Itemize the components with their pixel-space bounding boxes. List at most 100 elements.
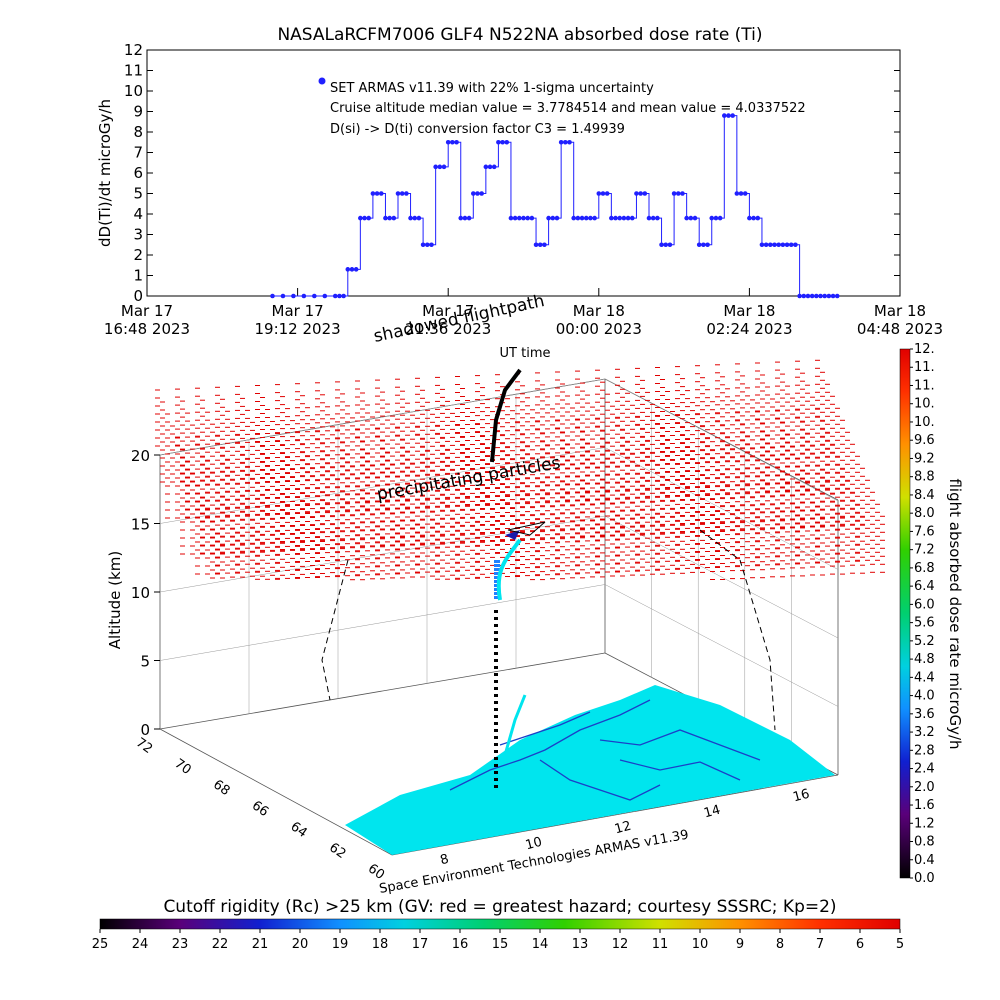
dose-data-point xyxy=(429,242,434,248)
dose-data-point xyxy=(491,164,497,170)
dose-data-point xyxy=(508,215,514,221)
dose-data-point xyxy=(558,139,564,145)
figure-title: NASALaRCFM7006 GLF4 N522NA absorbed dose… xyxy=(277,25,762,45)
dose-data-point xyxy=(613,215,618,221)
dose-data-point xyxy=(701,242,706,248)
dose-data-point xyxy=(734,191,740,196)
dose-data-point xyxy=(512,215,518,221)
dose-data-point xyxy=(751,215,756,221)
dose-data-point xyxy=(671,191,677,196)
dose-y-tick-label: 3 xyxy=(133,226,143,244)
dose-data-point xyxy=(345,267,351,272)
dose-data-point xyxy=(592,215,597,221)
grid-line xyxy=(604,378,839,502)
dose-data-point xyxy=(374,191,380,196)
dose-data-point xyxy=(604,191,610,196)
dose-data-point xyxy=(462,215,468,221)
dose-data-point xyxy=(822,293,827,299)
dose-data-point xyxy=(759,242,765,248)
dose-data-point xyxy=(349,267,355,272)
dose-data-point xyxy=(521,215,526,221)
dose-data-point xyxy=(378,191,384,196)
dose-data-point xyxy=(471,191,476,196)
dose-data-point xyxy=(546,215,551,221)
dose-data-point xyxy=(437,164,443,170)
dose-data-point xyxy=(814,293,819,299)
dose-data-point xyxy=(424,242,430,248)
legend-line-2: Cruise altitude median value = 3.7784514… xyxy=(330,101,806,116)
dose-data-point xyxy=(722,113,727,118)
dose-data-point xyxy=(433,164,438,170)
dose-data-point xyxy=(579,215,585,221)
dose-y-tick-label: 8 xyxy=(133,123,143,141)
dose-data-point xyxy=(416,215,422,221)
dose-data-point xyxy=(609,215,614,221)
grid-line xyxy=(159,515,606,593)
dose-data-point xyxy=(312,293,317,299)
dose-data-point xyxy=(563,139,568,145)
dose-y-axis-label: dD(Ti)/dt microGy/h xyxy=(96,99,114,247)
legend-line-3: D(si) -> D(ti) conversion factor C3 = 1.… xyxy=(330,122,625,137)
dose-data-point xyxy=(726,113,731,118)
dose-data-point xyxy=(291,293,296,299)
dose-data-point xyxy=(684,215,689,221)
dose-x-tick-time: 19:12 2023 xyxy=(255,320,341,338)
dose-data-point xyxy=(793,242,798,248)
dose-x-tick-date: Mar 17 xyxy=(272,302,324,320)
dose-data-point xyxy=(705,242,710,248)
dose-data-point xyxy=(575,215,581,221)
dose-data-point xyxy=(550,215,556,221)
dose-y-tick-label: 5 xyxy=(133,185,143,203)
grid-line xyxy=(604,515,839,639)
dose-data-point xyxy=(747,215,752,221)
dose-data-point xyxy=(450,139,455,145)
dose-data-point xyxy=(650,215,656,221)
dose-data-point xyxy=(496,139,501,145)
dose-data-point xyxy=(529,215,535,221)
dose-data-point xyxy=(583,215,589,221)
dose-data-point xyxy=(358,215,363,221)
dose-data-point xyxy=(625,215,631,221)
dose-data-point xyxy=(554,215,560,221)
precipitating-particles-field xyxy=(155,359,885,581)
dose-data-point xyxy=(680,191,685,196)
dose-y-tick-label: 2 xyxy=(133,246,143,264)
dose-data-point xyxy=(383,215,388,221)
dose-data-point xyxy=(621,215,627,221)
dose-data-point xyxy=(353,267,359,272)
dose-y-tick-label: 7 xyxy=(133,144,143,162)
dose-data-point xyxy=(362,215,367,221)
x-axis-label: UT time xyxy=(500,346,551,361)
dose-data-point xyxy=(387,215,392,221)
grid-line xyxy=(159,584,606,661)
legend-line-1: SET ARMAS v11.39 with 22% 1-sigma uncert… xyxy=(330,81,654,96)
dose-data-point xyxy=(542,242,547,248)
dose-series-points xyxy=(270,113,840,299)
dose-y-tick-label: 10 xyxy=(124,82,143,100)
dose-x-tick-date: Mar 18 xyxy=(874,302,926,320)
dose-data-point xyxy=(638,191,643,196)
dose-data-point xyxy=(809,293,815,299)
dose-data-point xyxy=(500,139,505,145)
dose-data-point xyxy=(709,215,715,221)
dose-x-tick-time: 02:24 2023 xyxy=(706,320,792,338)
dose-data-point xyxy=(738,191,744,196)
dose-y-tick-label: 12 xyxy=(124,41,143,59)
dose-data-point xyxy=(780,242,786,248)
dose-data-point xyxy=(412,215,418,221)
dose-data-point xyxy=(458,215,464,221)
dose-x-tick-time: 16:48 2023 xyxy=(104,320,190,338)
dose-data-point xyxy=(504,139,510,145)
dose-data-point xyxy=(600,191,606,196)
dose-data-point xyxy=(772,242,777,248)
dose-data-point xyxy=(776,242,781,248)
dose-data-point xyxy=(617,215,623,221)
dose-data-point xyxy=(270,293,275,299)
dose-data-point xyxy=(629,215,635,221)
dose-data-point xyxy=(713,215,719,221)
dose-x-tick-date: Mar 18 xyxy=(723,302,775,320)
dose-data-point xyxy=(688,215,694,221)
dose-data-point xyxy=(596,191,602,196)
dose-data-point xyxy=(420,242,426,248)
